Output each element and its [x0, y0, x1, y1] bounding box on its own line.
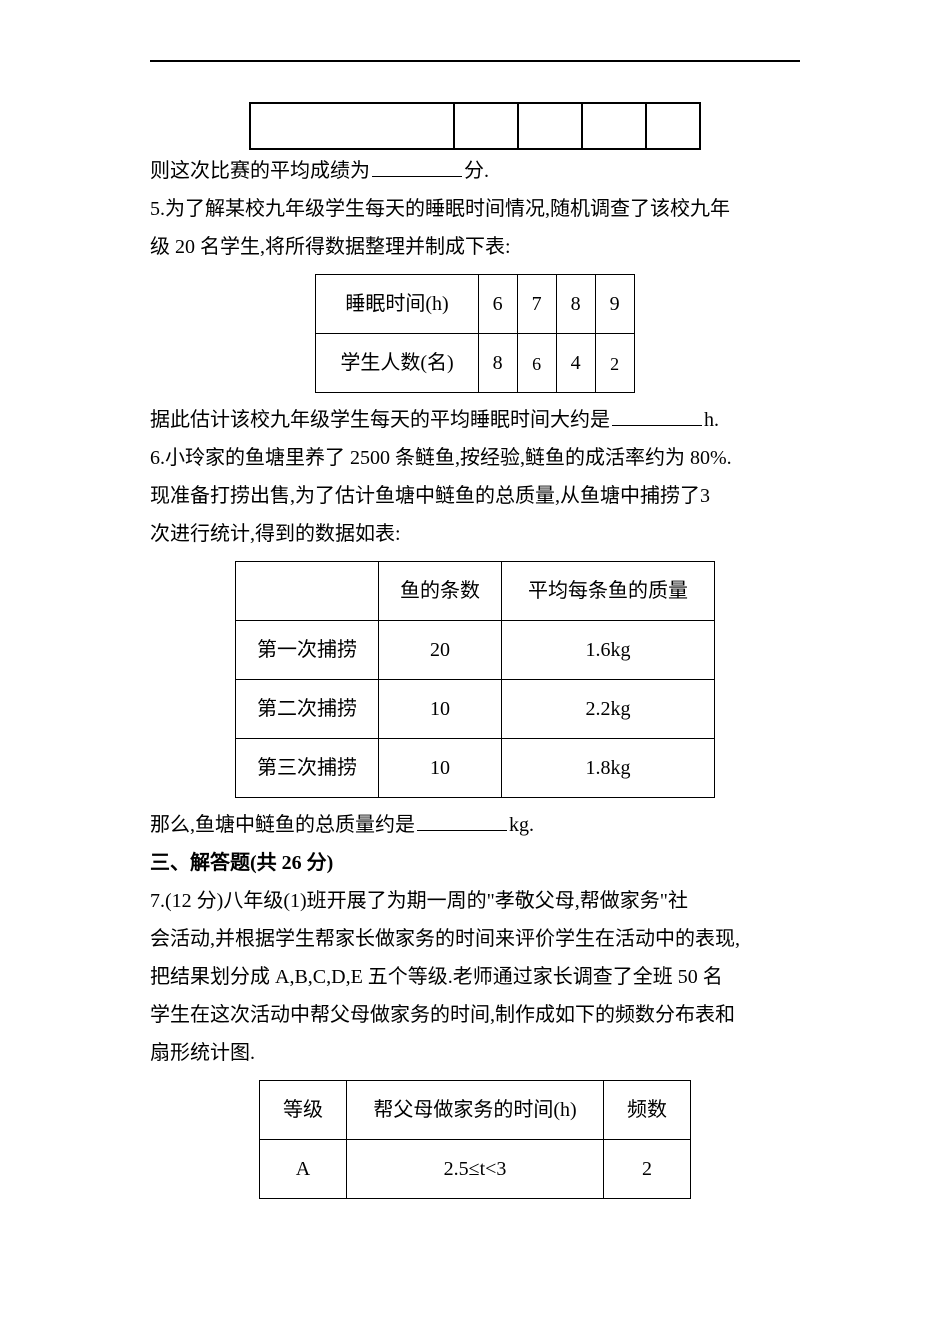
cell — [454, 103, 518, 149]
cell: 鱼的条数 — [379, 562, 502, 621]
text: 分. — [464, 160, 489, 182]
cell: 2 — [595, 334, 634, 393]
q5-line3: 据此估计该校九年级学生每天的平均睡眠时间大约是 h. — [150, 401, 800, 439]
cell: 2.5≤t<3 — [347, 1140, 604, 1199]
table-row: 第二次捕捞 10 2.2kg — [236, 680, 715, 739]
section3-title: 三、解答题(共 26 分) — [150, 844, 800, 882]
text: 6 — [532, 355, 541, 375]
cell: 20 — [379, 621, 502, 680]
blank — [372, 156, 462, 177]
text: 那么,鱼塘中鲢鱼的总质量约是 — [150, 814, 415, 836]
text: 则这次比赛的平均成绩为 — [150, 160, 370, 182]
cell: 10 — [379, 739, 502, 798]
cell: 第一次捕捞 — [236, 621, 379, 680]
q6-table: 鱼的条数 平均每条鱼的质量 第一次捕捞 20 1.6kg 第二次捕捞 10 2.… — [235, 561, 715, 798]
cell — [582, 103, 646, 149]
top-rule — [150, 60, 800, 62]
cell: 1.8kg — [502, 739, 715, 798]
blank — [417, 810, 507, 831]
cell: 学生人数(名) — [316, 334, 478, 393]
q7-line3: 把结果划分成 A,B,C,D,E 五个等级.老师通过家长调查了全班 50 名 — [150, 958, 800, 996]
cell — [518, 103, 582, 149]
q6-line2: 现准备打捞出售,为了估计鱼塘中鲢鱼的总质量,从鱼塘中捕捞了3 — [150, 477, 800, 515]
table-row: 学生人数(名) 8 6 4 2 — [316, 334, 634, 393]
blank — [612, 405, 702, 426]
stacked-cell: 6 — [532, 355, 541, 375]
q4-table-fragment — [249, 102, 701, 150]
cell: 6 — [517, 334, 556, 393]
table-row: 鱼的条数 平均每条鱼的质量 — [236, 562, 715, 621]
cell: 10 — [379, 680, 502, 739]
cell: 1.6kg — [502, 621, 715, 680]
cell: 9 — [595, 275, 634, 334]
cell: 7 — [517, 275, 556, 334]
cell: 6 — [478, 275, 517, 334]
q7-line1: 7.(12 分)八年级(1)班开展了为期一周的"孝敬父母,帮做家务"社 — [150, 882, 800, 920]
cell: 帮父母做家务的时间(h) — [347, 1081, 604, 1140]
cell: 8 — [478, 334, 517, 393]
cell: 2 — [604, 1140, 691, 1199]
table-row — [250, 103, 700, 149]
cell: 睡眠时间(h) — [316, 275, 478, 334]
q7-table: 等级 帮父母做家务的时间(h) 频数 A 2.5≤t<3 2 — [259, 1080, 691, 1199]
cell: 8 — [556, 275, 595, 334]
q6-line3: 次进行统计,得到的数据如表: — [150, 515, 800, 553]
q5-line1: 5.为了解某校九年级学生每天的睡眠时间情况,随机调查了该校九年 — [150, 190, 800, 228]
table-row: A 2.5≤t<3 2 — [260, 1140, 691, 1199]
q5-line2: 级 20 名学生,将所得数据整理并制成下表: — [150, 228, 800, 266]
q6-line1: 6.小玲家的鱼塘里养了 2500 条鲢鱼,按经验,鲢鱼的成活率约为 80%. — [150, 439, 800, 477]
stacked-cell: 2 — [610, 355, 619, 375]
cell — [250, 103, 454, 149]
cell — [646, 103, 700, 149]
table-row: 第三次捕捞 10 1.8kg — [236, 739, 715, 798]
q4-result-line: 则这次比赛的平均成绩为 分. — [150, 152, 800, 190]
cell: 4 — [556, 334, 595, 393]
cell — [236, 562, 379, 621]
cell: A — [260, 1140, 347, 1199]
q5-table: 睡眠时间(h) 6 7 8 9 学生人数(名) 8 6 4 2 — [315, 274, 634, 393]
table-row: 睡眠时间(h) 6 7 8 9 — [316, 275, 634, 334]
q7-line4: 学生在这次活动中帮父母做家务的时间,制作成如下的频数分布表和 — [150, 996, 800, 1034]
table-row: 第一次捕捞 20 1.6kg — [236, 621, 715, 680]
text: h. — [704, 409, 719, 431]
q7-line2: 会活动,并根据学生帮家长做家务的时间来评价学生在活动中的表现, — [150, 920, 800, 958]
q7-line5: 扇形统计图. — [150, 1034, 800, 1072]
page-container: 则这次比赛的平均成绩为 分. 5.为了解某校九年级学生每天的睡眠时间情况,随机调查… — [0, 0, 950, 1344]
table-row: 等级 帮父母做家务的时间(h) 频数 — [260, 1081, 691, 1140]
text: 据此估计该校九年级学生每天的平均睡眠时间大约是 — [150, 409, 610, 431]
cell: 第二次捕捞 — [236, 680, 379, 739]
cell: 等级 — [260, 1081, 347, 1140]
cell: 频数 — [604, 1081, 691, 1140]
text: 2 — [610, 355, 619, 375]
cell: 平均每条鱼的质量 — [502, 562, 715, 621]
cell: 第三次捕捞 — [236, 739, 379, 798]
text: kg. — [509, 814, 534, 836]
cell: 2.2kg — [502, 680, 715, 739]
q6-line4: 那么,鱼塘中鲢鱼的总质量约是 kg. — [150, 806, 800, 844]
